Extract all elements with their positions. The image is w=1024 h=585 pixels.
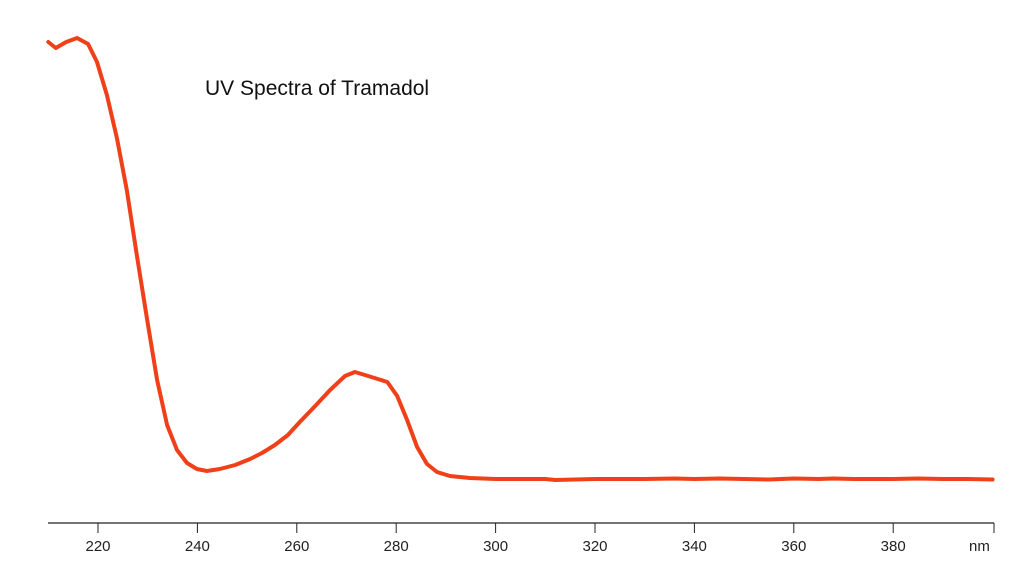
x-tick-label: 220 [85, 538, 110, 555]
x-tick-label: 320 [582, 538, 607, 555]
chart-title: UV Spectra of Tramadol [205, 77, 429, 100]
x-axis-ticks: 220 240 260 280 300 320 340 360 380 [85, 523, 995, 555]
x-tick-label: 240 [185, 538, 210, 555]
x-axis-label: nm [969, 538, 990, 555]
x-tick-label: 260 [284, 538, 309, 555]
x-tick-label: 340 [682, 538, 707, 555]
x-tick-label: 360 [781, 538, 806, 555]
x-tick-label: 280 [384, 538, 409, 555]
x-tick-label: 380 [881, 538, 906, 555]
spectrum-line [46, 36, 995, 482]
x-tick-label: 300 [483, 538, 508, 555]
series-group [46, 36, 995, 482]
